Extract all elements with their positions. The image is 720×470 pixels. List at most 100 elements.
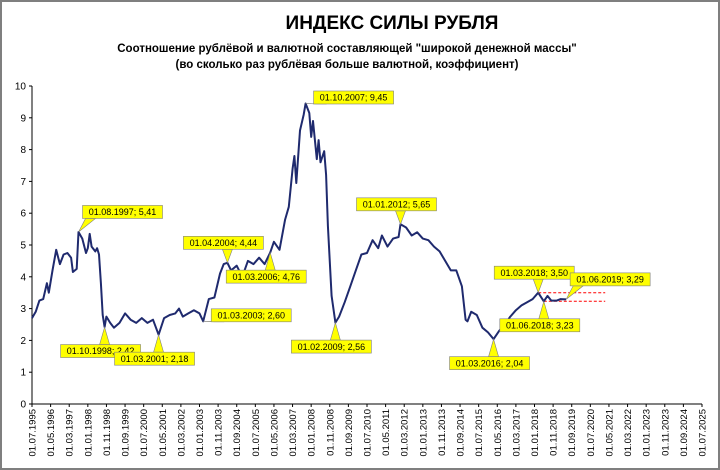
annotation-label: 01.08.1997; 5,41 xyxy=(89,207,157,217)
x-tick-label: 01.11.2003 xyxy=(214,409,225,456)
annotation-callout: 01.03.2018; 3,50 xyxy=(493,265,575,294)
x-tick-label: 01.03.2002 xyxy=(176,409,187,457)
annotation-callout: 01.08.1997; 5,41 xyxy=(78,205,163,233)
x-tick-label: 01.05.2001 xyxy=(158,409,169,457)
annotation-callout: 01.04.2004; 4,44 xyxy=(183,236,264,264)
annotation-box xyxy=(291,339,372,354)
x-tick-label: 01.11.2023 xyxy=(660,409,671,456)
annotation-label: 01.01.2012; 5,65 xyxy=(363,200,431,210)
annotation-label: 01.10.1998; 2,42 xyxy=(67,346,135,356)
annotation-callout: 01.03.2016; 2,04 xyxy=(449,338,530,370)
annotation-label: 01.04.2004; 4,44 xyxy=(190,238,258,248)
annotation-pointer xyxy=(78,218,97,233)
x-tick-label: 01.03.2017 xyxy=(511,409,522,457)
x-tick-label: 01.05.2011 xyxy=(381,409,392,456)
annotation-pointer xyxy=(538,300,550,320)
y-tick-label: 2 xyxy=(20,336,26,347)
annotation-label: 01.03.2003; 2,60 xyxy=(217,311,285,321)
annotation-pointer xyxy=(221,249,233,264)
x-tick-label: 01.09.2009 xyxy=(344,409,355,457)
y-tick-label: 4 xyxy=(20,272,26,283)
y-tick-label: 8 xyxy=(20,145,26,156)
annotation-label: 01.03.2016; 2,04 xyxy=(456,358,524,368)
annotation-pointer xyxy=(329,321,341,341)
y-tick-label: 5 xyxy=(20,241,26,252)
annotation-label: 01.03.2001; 2,18 xyxy=(121,354,189,364)
annotation-pointer xyxy=(99,325,110,345)
x-tick-label: 01.01.1998 xyxy=(83,409,94,457)
annotation-callout: 01.03.2006; 4,76 xyxy=(225,251,307,284)
x-tick-label: 01.05.2016 xyxy=(493,409,504,457)
x-tick-label: 01.01.2023 xyxy=(642,409,653,457)
x-tick-label: 01.03.2022 xyxy=(623,409,634,457)
annotation-label: 01.06.2019; 3,29 xyxy=(576,275,644,285)
annotation-label: 01.02.2009; 2,56 xyxy=(298,342,366,352)
annotation-pointer xyxy=(395,210,406,226)
annotation-label: 01.10.2007; 9,45 xyxy=(320,93,388,103)
annotation-box xyxy=(569,272,651,287)
y-tick-label: 0 xyxy=(20,400,26,411)
x-tick-label: 01.03.2007 xyxy=(288,409,299,457)
x-tick-label: 01.09.2019 xyxy=(567,409,578,457)
x-tick-label: 01.01.2018 xyxy=(530,409,541,457)
y-tick-label: 3 xyxy=(20,304,26,315)
x-tick-label: 01.07.2010 xyxy=(363,409,374,457)
annotation-box xyxy=(114,351,195,366)
x-tick-label: 01.07.2015 xyxy=(474,409,485,457)
x-tick-label: 01.05.1996 xyxy=(46,409,57,457)
annotation-label: 01.03.2018; 3,50 xyxy=(500,268,568,278)
x-tick-label: 01.05.2021 xyxy=(604,409,615,457)
annotation-pointer xyxy=(488,338,499,357)
x-tick-label: 01.11.1998 xyxy=(102,409,113,456)
y-tick-label: 7 xyxy=(20,177,26,188)
x-tick-label: 01.11.2018 xyxy=(549,409,560,456)
chart-subtitle-line-1: Соотношение рублёвой и валютной составля… xyxy=(117,43,577,55)
annotation-pointer xyxy=(532,278,544,294)
y-tick-label: 6 xyxy=(20,209,26,220)
x-tick-label: 01.11.2013 xyxy=(437,409,448,456)
annotation-box xyxy=(313,90,394,105)
annotation-box xyxy=(82,205,163,219)
annotation-label: 01.03.2006; 4,76 xyxy=(232,272,300,282)
annotation-callout: 01.10.2007; 9,45 xyxy=(305,90,394,105)
x-tick-label: 01.07.1995 xyxy=(28,409,39,457)
annotation-label: 01.06.2018; 3,23 xyxy=(506,320,574,330)
annotation-callout: 01.02.2009; 2,56 xyxy=(291,321,372,354)
chart-subtitle-line-2: (во сколько раз рублёвая больше валютной… xyxy=(176,59,519,71)
x-tick-label: 01.09.2004 xyxy=(232,409,243,457)
y-tick-label: 9 xyxy=(20,113,26,124)
annotation-callout: 01.01.2012; 5,65 xyxy=(356,197,437,226)
annotation-box xyxy=(210,308,292,323)
annotation-box xyxy=(449,356,530,370)
series-line xyxy=(31,102,567,341)
annotation-box xyxy=(499,318,581,333)
y-tick-label: 10 xyxy=(15,82,27,93)
x-tick-label: 01.01.2003 xyxy=(195,409,206,457)
x-tick-label: 01.09.2014 xyxy=(456,409,467,457)
annotation-callout: 01.06.2019; 3,29 xyxy=(565,272,651,300)
annotation-callout: 01.06.2018; 3,23 xyxy=(499,300,581,333)
annotation-box xyxy=(225,269,307,284)
y-tick-label: 1 xyxy=(20,368,26,379)
x-tick-label: 01.09.2024 xyxy=(679,409,690,457)
annotation-box xyxy=(183,236,264,250)
x-tick-label: 01.07.2025 xyxy=(698,409,709,457)
x-tick-label: 01.03.2012 xyxy=(400,409,411,457)
x-tick-label: 01.09.1999 xyxy=(121,409,132,457)
chart-title: ИНДЕКС СИЛЫ РУБЛЯ xyxy=(286,13,499,34)
annotation-box xyxy=(356,197,437,212)
x-tick-label: 01.07.2005 xyxy=(251,409,262,457)
x-tick-label: 01.11.2008 xyxy=(325,409,336,456)
annotation-callout: 01.03.2003; 2,60 xyxy=(203,308,292,323)
plot-area: 0 1 2 3 4 5 6 7 8 9 10 01.07.1995 01.05.1996 01.03.19… xyxy=(15,82,709,457)
annotation-pointer xyxy=(153,333,164,353)
annotation-callout: 01.03.2001; 2,18 xyxy=(114,333,195,366)
x-tick-label: 01.05.2006 xyxy=(269,409,280,457)
x-tick-label: 01.07.2000 xyxy=(139,409,150,457)
x-tick-label: 01.07.2020 xyxy=(586,409,597,457)
x-tick-label: 01.01.2008 xyxy=(307,409,318,457)
x-tick-label: 01.01.2013 xyxy=(418,409,429,457)
x-tick-label: 01.03.1997 xyxy=(65,409,76,457)
